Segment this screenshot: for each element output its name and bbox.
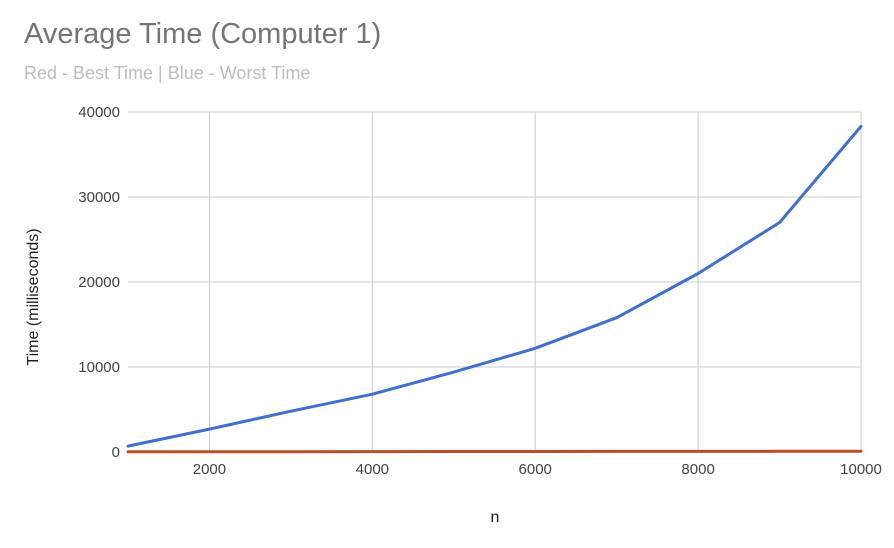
x-tick-label: 8000 <box>681 461 714 478</box>
gridlines <box>128 111 862 453</box>
y-tick-label: 10000 <box>78 359 120 376</box>
tick-labels: 0 10000 20000 30000 40000 2000 4000 6000 8000 100… <box>78 104 882 478</box>
worst-time-series-line <box>126 124 863 448</box>
series-layer <box>126 124 863 454</box>
x-axis-label: n <box>491 509 500 526</box>
y-axis-label: Time (milliseconds) <box>25 228 42 365</box>
y-tick-label: 20000 <box>78 274 120 291</box>
x-tick-label: 4000 <box>356 461 389 478</box>
best-time-series-line <box>126 449 863 454</box>
x-tick-label: 6000 <box>519 461 552 478</box>
y-tick-label: 40000 <box>78 104 120 121</box>
chart-subtitle: Red - Best Time | Blue - Worst Time <box>24 63 311 83</box>
y-tick-label: 0 <box>112 444 120 461</box>
y-tick-label: 30000 <box>78 189 120 206</box>
chart-title: Average Time (Computer 1) <box>24 18 382 50</box>
x-tick-label: 10000 <box>840 461 882 478</box>
x-tick-label: 2000 <box>193 461 226 478</box>
